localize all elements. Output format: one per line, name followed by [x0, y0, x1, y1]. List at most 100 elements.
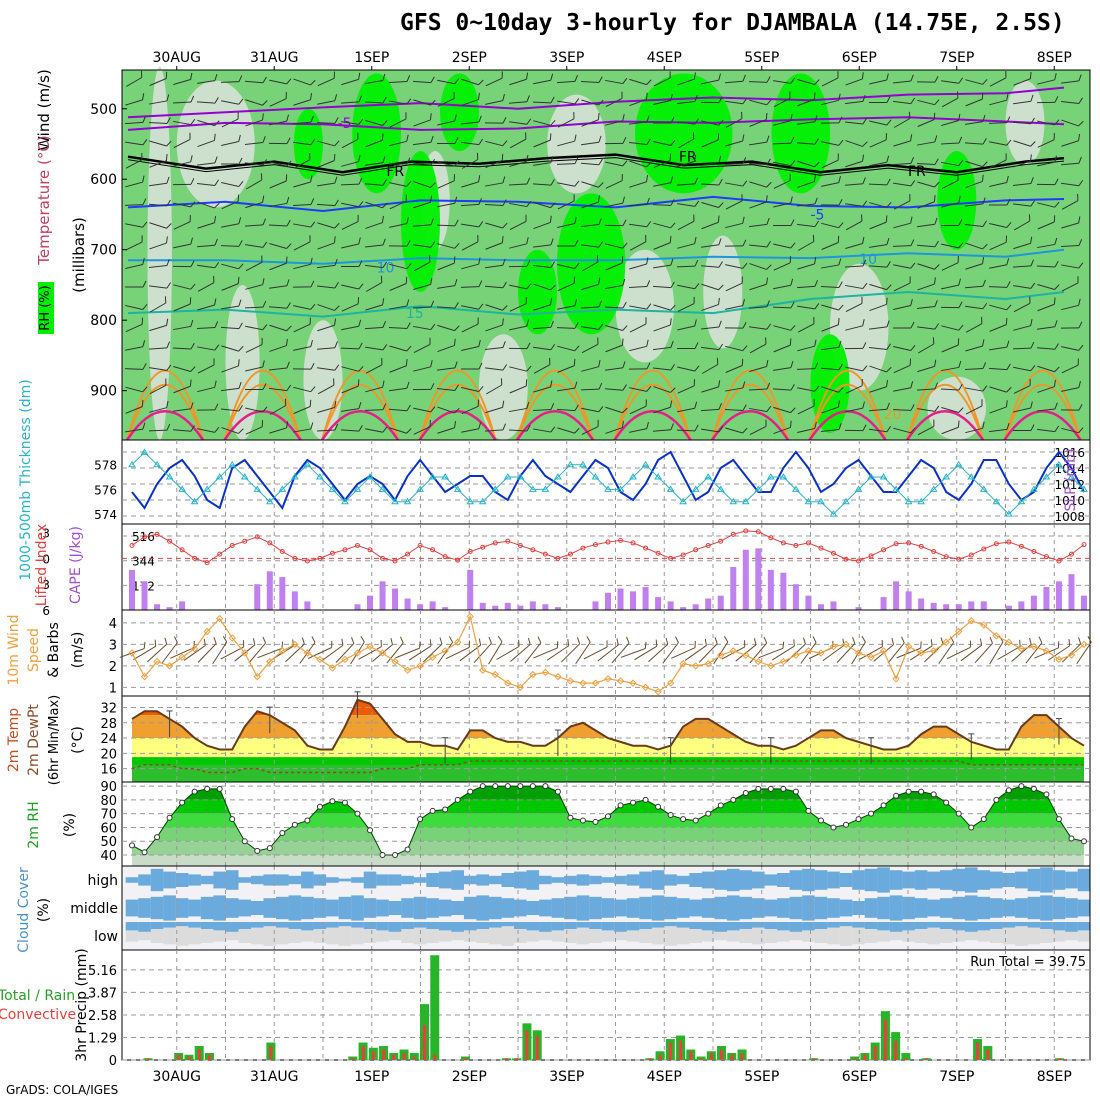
- wind-barb: [629, 303, 652, 310]
- thickness-marker: [979, 485, 988, 492]
- wind-barb: [533, 73, 554, 85]
- cape-bar: [680, 607, 687, 610]
- wind-barb: [821, 71, 839, 87]
- wind-barb: [749, 217, 770, 228]
- wind-barb: [307, 640, 333, 659]
- wind-barb: [389, 276, 408, 291]
- cloud-bar: [864, 868, 878, 892]
- rh-marker: [204, 785, 211, 792]
- cloud-bar: [1040, 867, 1053, 893]
- thickness-marker: [929, 485, 938, 492]
- rh-marker: [216, 785, 223, 792]
- rh-marker: [918, 788, 925, 795]
- wind-barb: [580, 300, 603, 309]
- wind-barb: [317, 140, 340, 147]
- wind-barb: [533, 215, 552, 230]
- wind-barb: [773, 160, 796, 167]
- cloud-bar: [188, 874, 201, 886]
- wind-barb: [125, 280, 147, 288]
- thickness-marker: [716, 485, 725, 492]
- li-marker: [592, 542, 598, 548]
- wind-barb: [796, 138, 819, 145]
- rh-marker: [417, 816, 424, 823]
- cloud-bar: [1027, 927, 1041, 945]
- cloud-bar: [263, 926, 277, 946]
- wind-barb: [821, 318, 840, 332]
- cape-bar: [542, 604, 549, 610]
- cloud-bar: [564, 922, 577, 929]
- thickness-marker: [516, 473, 525, 480]
- wind-marker: [504, 679, 512, 687]
- thickness-marker: [1067, 473, 1076, 480]
- wind-marker: [829, 642, 838, 651]
- cloud-bar: [839, 922, 853, 927]
- wind-barb: [869, 201, 892, 208]
- wind-barb: [868, 402, 890, 412]
- thickness-marker: [253, 485, 262, 492]
- thickness-marker: [403, 497, 412, 505]
- wind-barb: [581, 323, 604, 330]
- wind-barb: [1076, 636, 1092, 665]
- wind-barb: [965, 257, 985, 270]
- wind-barb: [509, 319, 529, 331]
- wind-barb: [700, 96, 723, 104]
- cloud-bar: [426, 898, 439, 918]
- wind-barb: [724, 321, 747, 329]
- wind-barb: [653, 176, 674, 187]
- wind-barb: [821, 258, 842, 269]
- wind-barb: [677, 401, 698, 413]
- wind-barb: [412, 159, 435, 166]
- li-marker: [618, 537, 624, 543]
- time-label-bottom: 4SEP: [647, 1069, 682, 1085]
- cloud-bar: [664, 926, 677, 946]
- wind-barb: [1013, 282, 1036, 289]
- wind-tick: 3: [109, 638, 117, 653]
- wind-marker: [1055, 655, 1063, 664]
- wind-barb: [293, 303, 316, 310]
- cloud-bar: [764, 874, 778, 886]
- wind-barb: [581, 99, 604, 106]
- cape-bar: [1055, 581, 1062, 610]
- cape-bar: [705, 598, 712, 610]
- wind-barb: [845, 401, 865, 413]
- li-marker: [192, 555, 198, 561]
- thickness-line: [131, 451, 1085, 515]
- time-label-bottom: 5SEP: [744, 1069, 779, 1085]
- rh-marker: [1030, 785, 1037, 792]
- wind-barb: [1012, 259, 1035, 268]
- cloud-bar: [288, 929, 302, 943]
- wind-barb: [845, 319, 865, 331]
- temp-contour: [128, 248, 1065, 265]
- li-marker: [179, 547, 185, 553]
- rh-marker: [717, 802, 724, 809]
- wind-marker: [717, 651, 725, 659]
- thickness-marker: [892, 485, 900, 492]
- slp-tick: 1008: [1054, 510, 1085, 524]
- cloud-bar: [163, 871, 176, 889]
- cloud-bar: [175, 926, 189, 946]
- rh-moist-region: [401, 151, 440, 292]
- wind-barb: [389, 345, 412, 352]
- li-marker: [430, 547, 436, 553]
- wind-barb: [173, 237, 193, 249]
- rh-marker: [179, 799, 186, 806]
- rh-dry-region: [225, 284, 260, 440]
- wind-barb: [341, 319, 362, 331]
- wind-marker: [215, 614, 224, 623]
- wind-barb: [605, 338, 624, 353]
- wind-marker: [904, 642, 913, 651]
- wind-barb: [485, 71, 503, 87]
- wind-barb: [436, 219, 459, 227]
- wind-barb: [941, 255, 959, 271]
- wind-barb: [293, 257, 313, 270]
- chart-title: GFS 0~10day 3-hourly for DJAMBALA (14.75…: [400, 10, 1065, 36]
- thickness-marker: [453, 485, 462, 492]
- wind-barb: [1061, 179, 1084, 187]
- wind-barb: [893, 134, 913, 147]
- wind-barb: [965, 92, 984, 107]
- rh-marker: [392, 851, 399, 858]
- wind-barb: [413, 277, 433, 290]
- wind-barb: [317, 364, 340, 371]
- cape-bar: [404, 598, 411, 610]
- wind-barb: [845, 236, 865, 249]
